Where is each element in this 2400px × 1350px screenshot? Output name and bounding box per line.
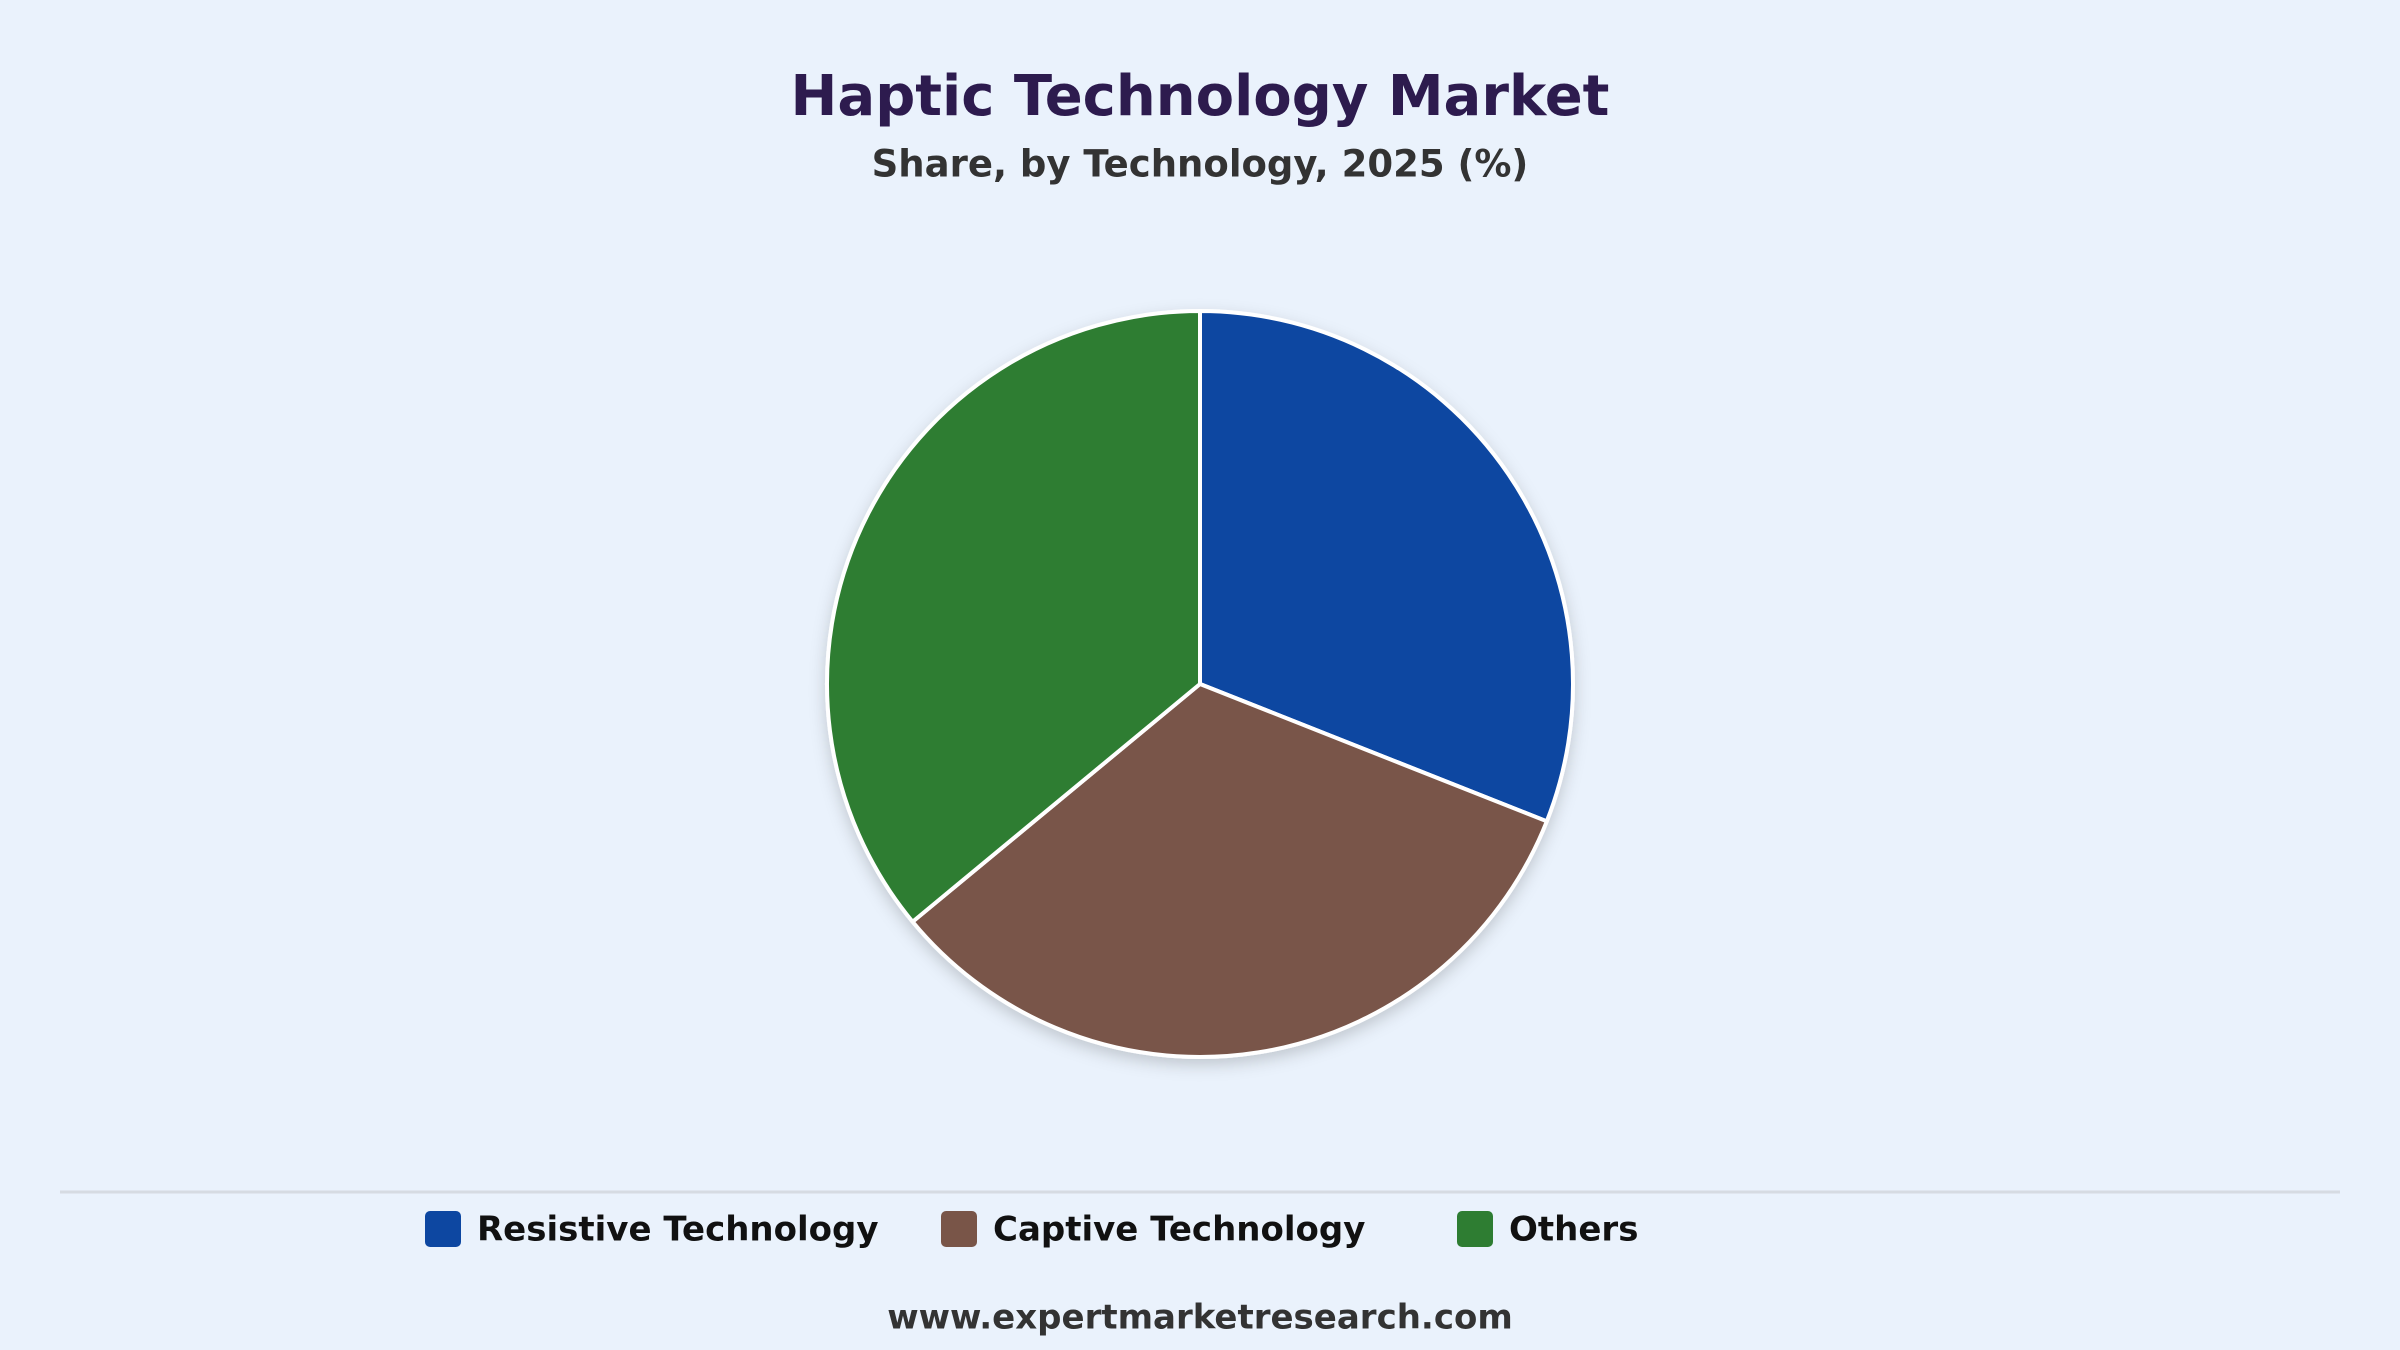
pie-slice [825,309,1202,924]
chart-subtitle: Share, by Technology, 2025 (%) [872,143,1529,186]
legend-swatch [425,1211,461,1247]
pie-slice [910,682,1549,1059]
legend-label: Captive Technology [993,1210,1365,1250]
pie [825,309,1575,1059]
legend-label: Resistive Technology [477,1210,879,1250]
legend-swatch [1457,1211,1493,1247]
legend-swatch [941,1211,977,1247]
legend: Resistive Technology Captive Technology Ot… [425,1210,1638,1250]
legend-label: Others [1509,1210,1638,1250]
pie-slice [1198,309,1575,824]
source: www.expertmarketresearch.com [887,1298,1513,1338]
chart-title: Haptic Technology Market [791,64,1610,129]
